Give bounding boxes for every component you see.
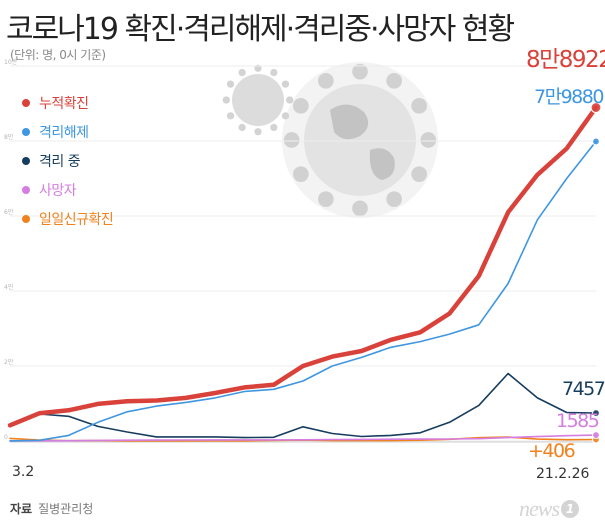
- legend-dot: [22, 127, 30, 136]
- y-tick-label: 2만: [4, 358, 14, 366]
- y-tick-label: 10만: [4, 58, 18, 66]
- legend-dot: [22, 185, 30, 194]
- legend-item-released: 격리해제: [22, 117, 113, 146]
- legend-item-deaths: 사망자: [22, 175, 113, 204]
- virus-illustration: [222, 62, 438, 218]
- series-line-2: [9, 372, 597, 439]
- y-tick-label: 0: [4, 434, 8, 441]
- legend-dot: [22, 98, 30, 107]
- logo-text: news: [519, 496, 560, 521]
- legend-item-cumulative: 누적확진: [22, 88, 113, 117]
- y-tick-label: 4만: [4, 283, 14, 291]
- news1-logo: news 1: [519, 496, 579, 522]
- source-note: 자료 질병관리청: [10, 500, 93, 517]
- source-label: 자료: [10, 502, 33, 516]
- unit-note: (단위: 명, 0시 기준): [10, 48, 106, 62]
- end-label-released: 7만9880: [534, 86, 604, 108]
- source-name: 질병관리청: [38, 502, 94, 516]
- legend: 누적확진 격리해제 격리 중 사망자 일일신규확진: [22, 88, 114, 233]
- end-label-daily-new: +406: [528, 440, 576, 462]
- legend-dot: [22, 156, 30, 165]
- legend-dot: [22, 214, 30, 223]
- series-line-3: [9, 434, 597, 442]
- legend-item-isolated: 격리 중: [22, 146, 113, 175]
- series-end-marker-3: [591, 430, 601, 440]
- legend-label: 일일신규확진: [39, 211, 114, 228]
- end-label-isolated: 7457: [562, 378, 605, 400]
- page-title: 코로나19 확진·격리해제·격리중·사망자 현황: [6, 12, 515, 47]
- legend-label: 격리해제: [39, 124, 89, 141]
- legend-item-daily-new: 일일신규확진: [22, 204, 114, 233]
- y-tick-label: 6만: [4, 208, 14, 216]
- legend-label: 사망자: [39, 182, 77, 199]
- legend-label: 격리 중: [39, 153, 81, 170]
- legend-label: 누적확진: [39, 95, 89, 112]
- end-label-deaths: 1585: [556, 410, 600, 432]
- series-line-0: [7, 105, 599, 428]
- x-tick-end: 21.2.26: [536, 466, 590, 482]
- series-line-1: [9, 140, 597, 442]
- x-tick-start: 3.2: [12, 464, 35, 480]
- y-tick-label: 8만: [4, 133, 14, 141]
- end-label-cumulative: 8만8922: [526, 47, 605, 73]
- series-end-marker-2: [591, 408, 601, 418]
- series-end-marker-0: [590, 101, 602, 114]
- logo-mark: 1: [561, 500, 579, 518]
- series-end-marker-1: [591, 137, 601, 146]
